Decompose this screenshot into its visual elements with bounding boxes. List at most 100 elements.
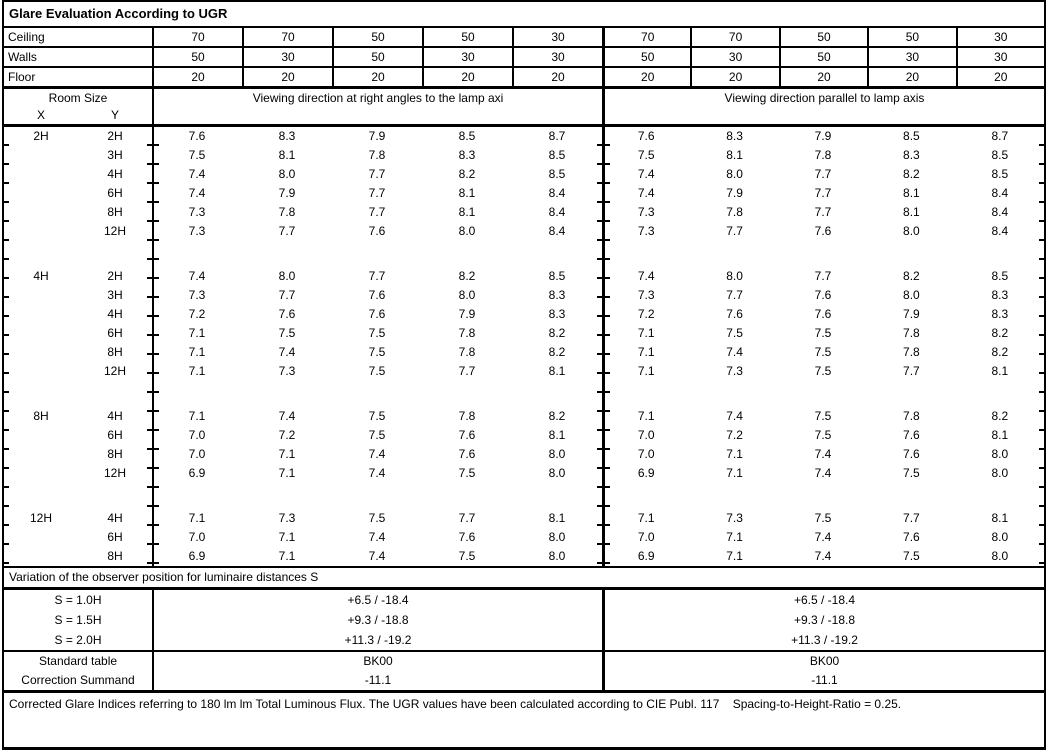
- standard-table-summary: Standard table BK00 BK00 Correction Summand…: [4, 652, 1044, 693]
- ugr-value-cell: 7.1: [278, 549, 296, 563]
- ugr-value-cell: 7.4: [637, 186, 655, 200]
- ugr-value-cell: 7.8: [903, 326, 920, 340]
- ugr-value-cell: 7.4: [278, 409, 296, 423]
- ugr-value-cell: 7.7: [814, 205, 832, 219]
- ugr-value-cell: 8.1: [991, 428, 1009, 442]
- room-x-cell: [4, 203, 78, 222]
- ugr-value-cell: 8.5: [991, 269, 1009, 283]
- room-y-cell: 12H: [103, 224, 126, 238]
- ugr-value-cell: 7.5: [368, 364, 386, 378]
- s-variation-right: +9.3 / -18.8: [602, 610, 1044, 630]
- surface-value-cell: 30: [690, 48, 778, 66]
- ugr-value-cell: 7.7: [726, 288, 743, 302]
- ugr-value-cell: 8.2: [458, 167, 476, 181]
- ugr-value-cell: 7.5: [368, 326, 386, 340]
- ugr-value-cell: 7.0: [188, 428, 206, 442]
- room-y-cell: 2H: [107, 269, 123, 283]
- surface-value-cell: 30: [242, 48, 332, 66]
- ugr-row: 8H 4H 7.1 7.4 7.5 7.8 8.2 7.1 7.4 7.5 7.8 8.2: [4, 407, 1044, 426]
- ugr-value-cell: 7.5: [637, 148, 655, 162]
- surface-value-cell: 30: [422, 48, 512, 66]
- ugr-value-cell: 8.0: [548, 549, 566, 563]
- ugr-value-cell: 7.1: [637, 364, 655, 378]
- surface-value-cell: 70: [242, 28, 332, 46]
- ugr-value-cell: 7.0: [188, 447, 206, 461]
- s-variation-left: +6.5 / -18.4: [152, 590, 602, 610]
- ugr-value-cell: 7.3: [188, 224, 206, 238]
- ugr-row: 2H 2H 7.6 8.3 7.9 8.5 8.7 7.6 8.3 7.9 8.5 8.7: [4, 127, 1044, 146]
- ugr-row: 12H 7.3 7.7 7.6 8.0 8.4 7.3 7.7 7.6 8.0 8.4: [4, 222, 1044, 241]
- ugr-value-cell: 7.9: [458, 307, 476, 321]
- block-gap: [4, 381, 1044, 407]
- ugr-value-cell: 7.3: [637, 224, 655, 238]
- ugr-value-cell: 7.3: [188, 205, 206, 219]
- ugr-value-cell: 7.5: [903, 466, 920, 480]
- ugr-value-cell: 7.3: [726, 511, 743, 525]
- ugr-value-cell: 7.5: [814, 326, 832, 340]
- ugr-value-cell: 7.7: [278, 288, 296, 302]
- ugr-value-cell: 7.5: [188, 148, 206, 162]
- surface-row: Floor 20 20 20 20 20 20 20 20 20 20: [4, 68, 1044, 89]
- ugr-row: 12H 7.1 7.3 7.5 7.7 8.1 7.1 7.3 7.5 7.7 8.1: [4, 362, 1044, 381]
- ugr-value-cell: 7.7: [458, 364, 476, 378]
- surface-value-cell: 50: [778, 48, 867, 66]
- surface-value-cell: 20: [512, 68, 602, 86]
- s-variation-right: +6.5 / -18.4: [602, 590, 1044, 610]
- ugr-value-cell: 8.5: [548, 167, 566, 181]
- room-y-cell: 6H: [107, 326, 123, 340]
- ugr-value-cell: 7.4: [188, 167, 206, 181]
- ugr-value-cell: 7.5: [814, 364, 832, 378]
- ugr-value-cell: 7.8: [726, 205, 743, 219]
- ugr-value-cell: 7.4: [726, 409, 743, 423]
- ugr-value-cell: 8.3: [278, 129, 296, 143]
- column-divider: [152, 127, 154, 566]
- surface-value-cell: 20: [955, 68, 1044, 86]
- room-size-label: Room Size: [48, 91, 108, 105]
- ugr-value-cell: 7.6: [458, 530, 476, 544]
- surface-row-label: Walls: [8, 50, 37, 64]
- ugr-value-cell: 8.5: [458, 129, 476, 143]
- ugr-value-cell: 7.7: [368, 167, 386, 181]
- ugr-value-cell: 7.0: [188, 530, 206, 544]
- room-x-cell: [4, 305, 78, 324]
- ugr-row: 6H 7.0 7.1 7.4 7.6 8.0 7.0 7.1 7.4 7.6 8.0: [4, 528, 1044, 547]
- ugr-value-cell: 7.4: [188, 186, 206, 200]
- surface-value-cell: 30: [512, 28, 602, 46]
- surface-row-label: Floor: [8, 70, 36, 84]
- ugr-value-cell: 7.6: [278, 307, 296, 321]
- footer-note: Corrected Glare Indices referring to 180…: [9, 697, 902, 711]
- ugr-value-cell: 8.2: [548, 326, 566, 340]
- ugr-value-cell: 8.3: [548, 307, 566, 321]
- surface-value-cell: 20: [242, 68, 332, 86]
- summary-value-right: -11.1: [602, 671, 1044, 690]
- ugr-value-cell: 8.3: [726, 129, 743, 143]
- ugr-value-cell: 7.2: [726, 428, 743, 442]
- ugr-value-cell: 7.1: [726, 549, 743, 563]
- ugr-value-cell: 8.3: [903, 148, 920, 162]
- ugr-value-cell: 7.4: [637, 167, 655, 181]
- surface-row: Ceiling 70 70 50 50 30 70 70 50 50 30: [4, 28, 1044, 48]
- ugr-row: 8H 7.0 7.1 7.4 7.6 8.0 7.0 7.1 7.4 7.6 8.0: [4, 445, 1044, 464]
- ugr-value-cell: 7.6: [637, 129, 655, 143]
- ugr-value-cell: 8.3: [548, 288, 566, 302]
- ugr-value-cell: 6.9: [637, 466, 655, 480]
- ugr-value-cell: 8.5: [548, 269, 566, 283]
- y-col-label: Y: [110, 108, 119, 122]
- ugr-value-cell: 7.1: [188, 511, 206, 525]
- page-title: Glare Evaluation According to UGR: [4, 2, 1044, 28]
- ugr-row: 8H 7.3 7.8 7.7 8.1 8.4 7.3 7.8 7.7 8.1 8.4: [4, 203, 1044, 222]
- room-y-cell: 4H: [107, 409, 123, 423]
- ugr-value-cell: 7.8: [814, 148, 832, 162]
- ugr-value-cell: 7.9: [278, 186, 296, 200]
- ugr-value-cell: 7.7: [903, 511, 920, 525]
- ugr-value-cell: 7.5: [368, 428, 386, 442]
- ugr-value-cell: 8.2: [458, 269, 476, 283]
- surface-value-cell: 30: [512, 48, 602, 66]
- ugr-value-cell: 7.6: [814, 224, 832, 238]
- ugr-value-cell: 7.5: [814, 511, 832, 525]
- ugr-value-cell: 7.7: [458, 511, 476, 525]
- s-distance-label: S = 2.0H: [54, 633, 102, 647]
- ugr-value-cell: 8.0: [991, 447, 1009, 461]
- room-y-cell: 8H: [107, 205, 123, 219]
